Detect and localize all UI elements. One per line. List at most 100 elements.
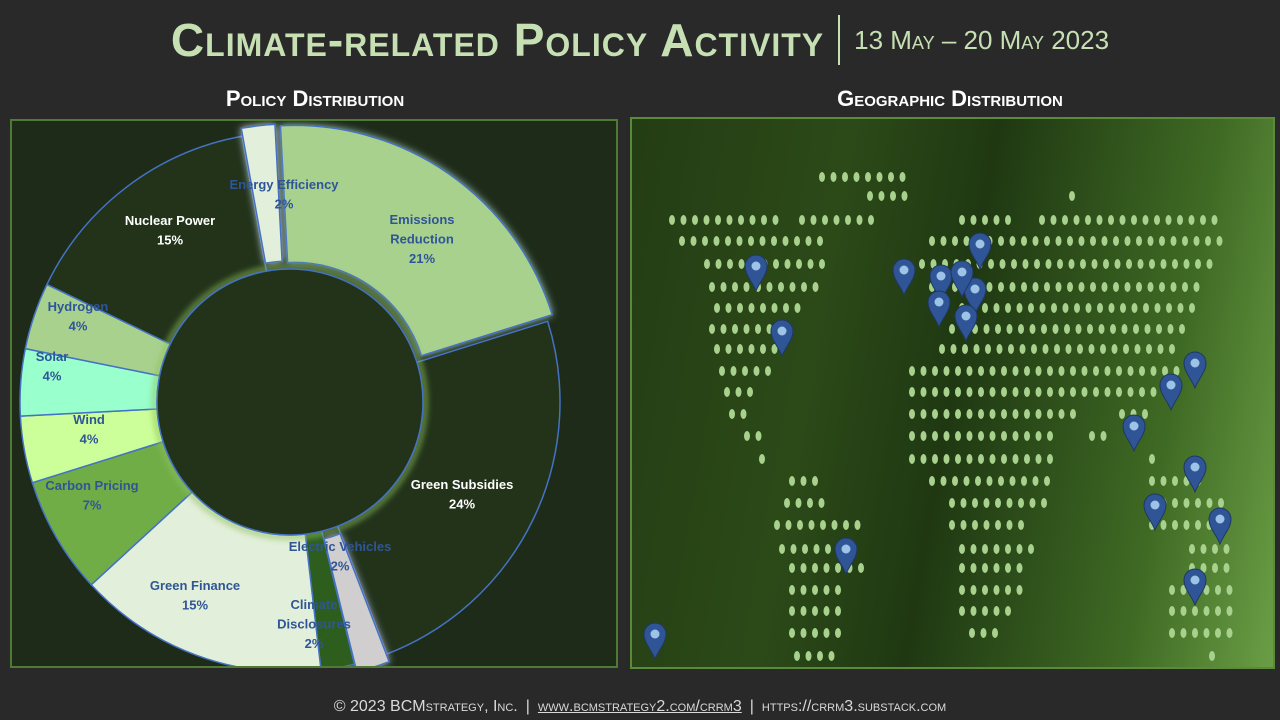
map-dot <box>737 344 743 354</box>
location-pin-icon[interactable] <box>1183 455 1207 494</box>
map-dot <box>812 563 818 573</box>
map-dot <box>812 476 818 486</box>
location-pin-icon[interactable] <box>929 264 953 303</box>
map-dot <box>1067 236 1073 246</box>
map-dot <box>995 498 1001 508</box>
map-dot <box>835 563 841 573</box>
map-dot <box>679 236 685 246</box>
location-pin-icon[interactable] <box>954 304 978 343</box>
map-dot <box>759 236 766 246</box>
map-dot <box>970 563 977 573</box>
map-dot <box>932 454 938 464</box>
map-dot <box>1005 215 1011 225</box>
map-dot <box>909 387 915 397</box>
map-dot <box>878 191 885 201</box>
map-dot <box>995 520 1001 530</box>
location-pin-icon[interactable] <box>892 258 916 297</box>
map-dot <box>1018 324 1024 334</box>
map-dot <box>1044 282 1050 292</box>
map-dot <box>730 366 737 376</box>
location-pin-icon[interactable] <box>968 232 992 271</box>
footer-link-substack[interactable]: https://crrm3.substack.com <box>761 698 947 715</box>
map-dot <box>1182 282 1188 292</box>
map-dot <box>1182 236 1188 246</box>
location-pin-icon[interactable] <box>1183 351 1207 390</box>
map-dot <box>789 628 795 638</box>
map-dot <box>1016 563 1023 573</box>
map-dot <box>1137 259 1144 269</box>
location-pin-icon[interactable] <box>963 277 987 316</box>
map-dot <box>920 366 927 376</box>
map-dot <box>1064 324 1070 334</box>
map-dot <box>986 476 993 486</box>
map-dot <box>831 520 838 530</box>
map-dot <box>794 236 800 246</box>
map-dot <box>817 236 823 246</box>
map-dot <box>785 520 792 530</box>
map-dot <box>1124 282 1131 292</box>
map-dot <box>800 563 807 573</box>
location-pin-icon[interactable] <box>770 319 794 358</box>
map-dot <box>1012 454 1019 464</box>
map-dot <box>825 544 831 554</box>
map-dot <box>1075 324 1082 334</box>
map-dot <box>714 303 720 313</box>
location-pin-icon[interactable] <box>1159 373 1183 412</box>
map-dot <box>1116 387 1122 397</box>
map-dot <box>982 585 988 595</box>
label-hydrogen: Hydrogen 4% <box>48 299 109 334</box>
map-dot <box>858 563 864 573</box>
map-dot <box>986 282 993 292</box>
map-dot <box>778 282 784 292</box>
map-dot <box>1195 259 1201 269</box>
map-dot <box>955 387 961 397</box>
policy-donut-chart: Emissions Reduction 21% Green Subsidies 24% E… <box>19 123 561 666</box>
map-dot <box>835 606 841 616</box>
map-dot <box>970 585 977 595</box>
location-pin-icon[interactable] <box>1122 414 1146 453</box>
map-dot <box>1087 324 1093 334</box>
map-dot <box>998 236 1004 246</box>
map-dot <box>943 366 950 376</box>
map-dot <box>999 259 1006 269</box>
map-dot <box>943 431 950 441</box>
footer-link-website[interactable]: www.bcmstrategy2.com/crrm3 <box>537 698 742 715</box>
location-pin-icon[interactable] <box>1208 507 1232 546</box>
map-dot <box>744 431 750 441</box>
map-dot <box>1054 344 1060 354</box>
location-pin-icon[interactable] <box>927 290 951 329</box>
footer-separator: | <box>525 698 530 715</box>
map-dot <box>1081 387 1088 397</box>
map-dot <box>1039 215 1045 225</box>
map-dot <box>835 628 841 638</box>
location-pin-icon[interactable] <box>950 260 974 299</box>
map-dot <box>1018 498 1024 508</box>
map-dot <box>998 282 1004 292</box>
map-dot <box>939 344 945 354</box>
map-dot <box>1001 454 1007 464</box>
map-dot <box>729 409 735 419</box>
map-dot <box>1169 606 1175 616</box>
map-dot <box>1098 324 1105 334</box>
map-dot <box>1131 303 1138 313</box>
map-dot <box>715 259 722 269</box>
map-dot <box>888 172 894 182</box>
location-pin-icon[interactable] <box>744 254 768 293</box>
map-dot <box>1127 366 1134 376</box>
map-dot <box>1212 544 1218 554</box>
location-pin-icon[interactable] <box>834 537 858 576</box>
map-dot <box>812 585 818 595</box>
map-dot <box>835 585 841 595</box>
map-dot <box>978 431 984 441</box>
location-pin-icon[interactable] <box>1183 568 1207 607</box>
map-dot <box>1016 303 1023 313</box>
map-dot <box>868 215 874 225</box>
map-dot <box>732 282 738 292</box>
map-dot <box>1113 282 1119 292</box>
map-dot <box>713 236 720 246</box>
date-range: 13 May – 20 May 2023 <box>854 24 1110 55</box>
location-pin-icon[interactable] <box>643 622 667 661</box>
map-dot <box>962 344 968 354</box>
location-pin-icon[interactable] <box>1143 493 1167 532</box>
map-dot <box>1195 520 1201 530</box>
